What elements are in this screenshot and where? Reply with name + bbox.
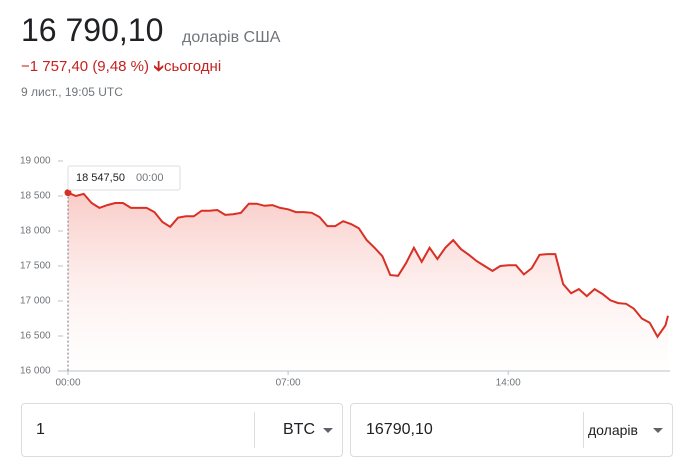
divider xyxy=(583,412,584,448)
x-tick-label: 00:00 xyxy=(55,378,80,389)
y-tick-label: 18 500 xyxy=(20,191,51,202)
amount[interactable]: 1 xyxy=(36,421,45,438)
price: 16 790,10 xyxy=(21,12,164,48)
x-tick-label: 14:00 xyxy=(496,378,521,389)
x-tick-label: 07:00 xyxy=(276,378,301,389)
tooltip xyxy=(67,165,181,191)
from-currency[interactable]: BTC xyxy=(283,421,315,438)
change-value: −1 757,40 (9,48 %) xyxy=(21,58,150,75)
y-tick-label: 18 000 xyxy=(20,226,51,237)
change: −1 757,40 (9,48 %) 🡳сьогодні xyxy=(21,56,221,81)
chart: 16 000 16 500 17 000 17 500 18 000 18 500 19 0… xyxy=(20,156,670,389)
y-tick-label: 16 000 xyxy=(20,366,51,377)
dropdown-arrow[interactable] xyxy=(323,428,333,433)
result[interactable]: 16790,10 xyxy=(366,421,433,438)
to-currency[interactable]: доларів xyxy=(588,422,638,438)
dropdown-arrow[interactable] xyxy=(653,428,663,433)
timestamp: 9 лист., 19:05 UTC xyxy=(21,85,123,99)
area-fill xyxy=(68,192,668,371)
y-tick-label: 17 000 xyxy=(20,296,51,307)
y-tick-label: 19 000 xyxy=(20,156,51,167)
down-arrow: 🡳 xyxy=(153,58,164,75)
currency: доларів США xyxy=(182,29,281,46)
result-box[interactable]: 16790,10 доларів xyxy=(350,403,673,457)
amount-box[interactable]: 1 BTC xyxy=(21,403,343,457)
divider xyxy=(254,412,255,448)
y-tick-label: 16 500 xyxy=(20,331,51,342)
price-line xyxy=(67,191,669,339)
y-tick-label: 17 500 xyxy=(20,261,51,272)
hover-dot xyxy=(64,189,72,197)
period: сьогодні xyxy=(163,58,222,75)
tooltip-value: 18 547,50 xyxy=(76,172,125,184)
tooltip-time: 00:00 xyxy=(136,172,164,184)
